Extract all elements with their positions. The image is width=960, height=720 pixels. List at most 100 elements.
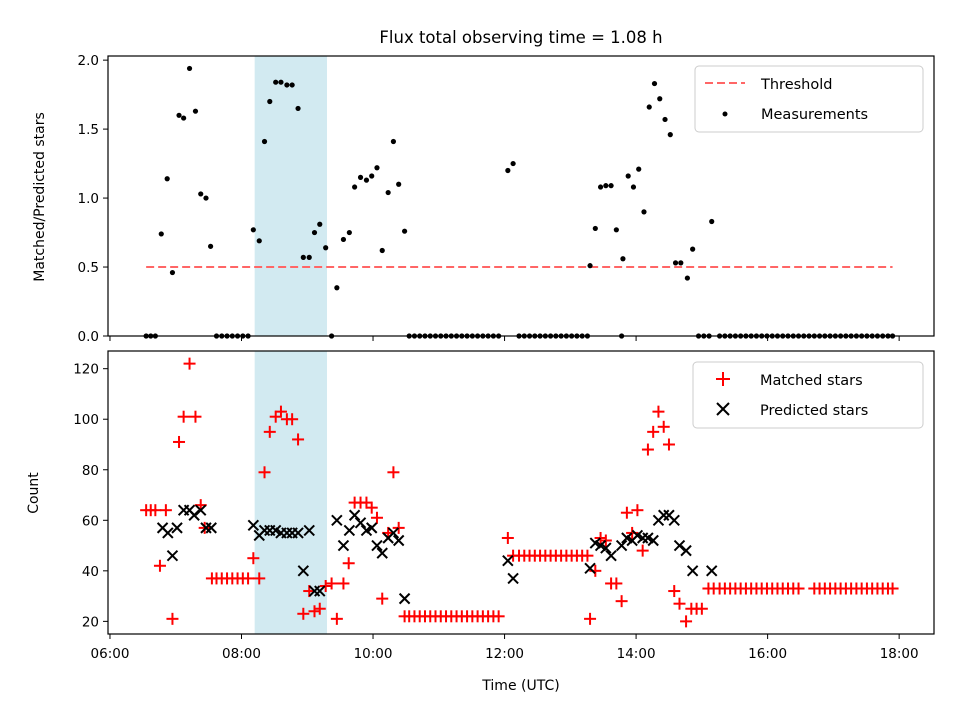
legend: Matched stars Predicted stars bbox=[692, 361, 924, 429]
x-tick-label: 10:00 bbox=[354, 646, 393, 662]
measurement-point bbox=[369, 173, 375, 179]
matched-star-point bbox=[652, 405, 665, 418]
measurement-point bbox=[311, 229, 318, 236]
matched-star-point bbox=[641, 443, 654, 456]
measurement-point bbox=[608, 183, 614, 189]
measurement-point bbox=[181, 115, 187, 121]
matched-star-point bbox=[360, 496, 373, 509]
measurement-point bbox=[186, 65, 193, 72]
plot-frame bbox=[107, 350, 935, 635]
x-tick-label: 16:00 bbox=[748, 646, 787, 662]
predicted-star-point bbox=[343, 524, 356, 537]
predicted-star-point bbox=[502, 555, 514, 567]
predicted-star-point bbox=[668, 514, 680, 527]
matched-star-point bbox=[599, 534, 612, 547]
predicted-star-point bbox=[600, 542, 612, 554]
predicted-star-point bbox=[371, 539, 383, 552]
measurement-point bbox=[684, 275, 690, 281]
predicted-star-point bbox=[398, 592, 411, 605]
measurement-point bbox=[641, 209, 647, 215]
y-tick-label: 60 bbox=[82, 513, 99, 529]
legend-threshold-label: Threshold bbox=[760, 77, 832, 93]
measurement-point bbox=[273, 79, 279, 85]
matched-star-point bbox=[325, 577, 338, 590]
predicted-star-point bbox=[297, 565, 310, 577]
measurement-point bbox=[363, 177, 370, 183]
matched-star-point bbox=[657, 420, 670, 433]
matched-star-point bbox=[387, 466, 400, 479]
y-tick-label: 2.0 bbox=[78, 53, 99, 69]
x-tick-label: 18:00 bbox=[880, 646, 919, 662]
matched-star-point bbox=[292, 433, 305, 446]
y-axis-ticks: 20 40 60 80 100 120 bbox=[73, 362, 108, 630]
matched-star-point bbox=[258, 466, 271, 479]
y-axis-label: Count bbox=[26, 472, 42, 514]
legend-matched-swatch bbox=[716, 372, 730, 386]
matched-star-point bbox=[319, 579, 332, 592]
matched-star-point bbox=[337, 577, 350, 590]
measurement-point bbox=[192, 108, 199, 114]
measurement-point bbox=[357, 174, 364, 180]
y-tick-label: 20 bbox=[82, 614, 99, 630]
measurement-point bbox=[346, 229, 352, 236]
measurement-point bbox=[317, 221, 323, 227]
matched-star-point bbox=[297, 607, 310, 620]
predicted-star-point bbox=[392, 534, 405, 547]
matched-star-point bbox=[242, 572, 255, 585]
matched-star-point bbox=[581, 549, 594, 562]
measurement-point bbox=[340, 236, 347, 243]
measurement-point bbox=[198, 191, 204, 197]
matched-star-point bbox=[274, 405, 287, 418]
measurement-point bbox=[323, 245, 329, 251]
y-tick-label: 1.0 bbox=[78, 191, 99, 207]
measurement-point bbox=[300, 254, 306, 260]
measurement-point bbox=[289, 82, 295, 88]
predicted-star-point bbox=[205, 522, 217, 534]
measurement-point bbox=[284, 82, 290, 88]
matched-star-point bbox=[189, 410, 202, 423]
y-tick-label: 1.5 bbox=[78, 122, 99, 138]
measurement-point bbox=[176, 112, 182, 118]
measurement-point bbox=[709, 218, 715, 225]
matched-star-point bbox=[610, 577, 623, 590]
ratio-panel: 0.0 0.5 1.0 1.5 2.0 Flux total observing tim… bbox=[32, 28, 935, 345]
matched-star-point bbox=[886, 582, 899, 595]
measurement-point bbox=[620, 256, 626, 262]
measurement-point bbox=[646, 104, 652, 110]
measurement-point bbox=[352, 184, 358, 190]
matched-star-point bbox=[308, 605, 321, 618]
matched-star-point bbox=[376, 592, 389, 605]
measurement-point bbox=[334, 285, 340, 291]
predicted-star-point bbox=[376, 547, 388, 559]
predicted-star-point bbox=[314, 585, 326, 597]
matched-star-point bbox=[492, 610, 505, 623]
y-tick-label: 0.5 bbox=[78, 260, 99, 276]
measurement-point bbox=[169, 269, 176, 276]
predicted-star-point bbox=[686, 565, 699, 577]
matched-star-point bbox=[149, 504, 162, 517]
measurement-point bbox=[278, 79, 284, 85]
x-axis-label: Time (UTC) bbox=[481, 678, 559, 694]
highlighted-interval bbox=[254, 56, 327, 336]
measurement-point bbox=[396, 181, 402, 187]
x-tick-label: 12:00 bbox=[485, 646, 524, 662]
predicted-star-point bbox=[354, 517, 367, 529]
matched-star-point bbox=[695, 602, 708, 615]
y-axis-ticks: 0.0 0.5 1.0 1.5 2.0 bbox=[78, 53, 108, 345]
predicted-star-point bbox=[348, 509, 361, 521]
matched-star-point bbox=[668, 585, 681, 598]
predicted-star-point bbox=[584, 562, 596, 575]
predicted-star-point bbox=[162, 527, 174, 539]
x-tick-label: 14:00 bbox=[617, 646, 656, 662]
predicted-star-point bbox=[303, 524, 315, 537]
matched-star-point bbox=[636, 544, 649, 557]
measurement-point bbox=[306, 254, 312, 260]
predicted-star-point bbox=[247, 519, 260, 532]
x-tick-label: 06:00 bbox=[91, 646, 130, 662]
predicted-star-point bbox=[387, 527, 400, 539]
matched-star-point bbox=[153, 559, 166, 572]
matched-star-point bbox=[680, 615, 693, 628]
matched-star-point bbox=[159, 504, 172, 517]
matched-star-point bbox=[620, 506, 633, 519]
